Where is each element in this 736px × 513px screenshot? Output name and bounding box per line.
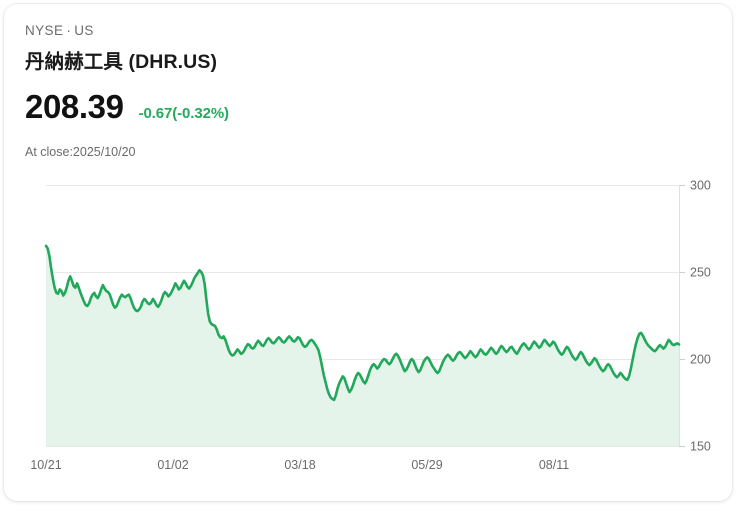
y-axis-tick-label: 200 xyxy=(690,353,711,367)
chart-y-axis-labels: 300 250 200 150 xyxy=(690,179,711,454)
page-title: 丹納赫工具 (DHR.US) xyxy=(25,51,218,73)
exchange-name: NYSE xyxy=(25,23,64,38)
y-axis-tick-label: 300 xyxy=(690,179,711,193)
y-axis-tick-label: 150 xyxy=(690,440,711,454)
chart-area-fill xyxy=(46,245,679,446)
price-change: -0.67(-0.32%) xyxy=(138,105,230,122)
chart-x-axis-labels: 10/21 01/02 03/18 05/29 08/11 xyxy=(30,458,569,472)
chart-line xyxy=(44,244,681,402)
price-row: 208.39 -0.67(-0.32%) xyxy=(25,88,229,126)
price-value: 208.39 xyxy=(25,88,124,125)
price-chart[interactable]: 300 250 200 150 10/21 01/02 03/18 05/29 08/11 xyxy=(4,164,732,484)
y-axis-tick-label: 250 xyxy=(690,266,711,280)
stock-quote-card: NYSE · US 丹納赫工具 (DHR.US) 208.39 -0.67(-0.3… xyxy=(4,4,732,501)
x-axis-tick-label: 05/29 xyxy=(411,458,442,472)
separator-dot: · xyxy=(66,23,72,38)
x-axis-tick-label: 01/02 xyxy=(157,458,188,472)
x-axis-tick-label: 08/11 xyxy=(539,458,569,472)
region-name: US xyxy=(74,23,94,38)
price-chart-svg[interactable]: 300 250 200 150 10/21 01/02 03/18 05/29 08/11 xyxy=(4,164,732,484)
x-axis-tick-label: 10/21 xyxy=(30,458,61,472)
exchange-region-line: NYSE · US xyxy=(25,23,94,38)
market-status-text: At close:2025/10/20 xyxy=(25,145,136,159)
x-axis-tick-label: 03/18 xyxy=(284,458,315,472)
